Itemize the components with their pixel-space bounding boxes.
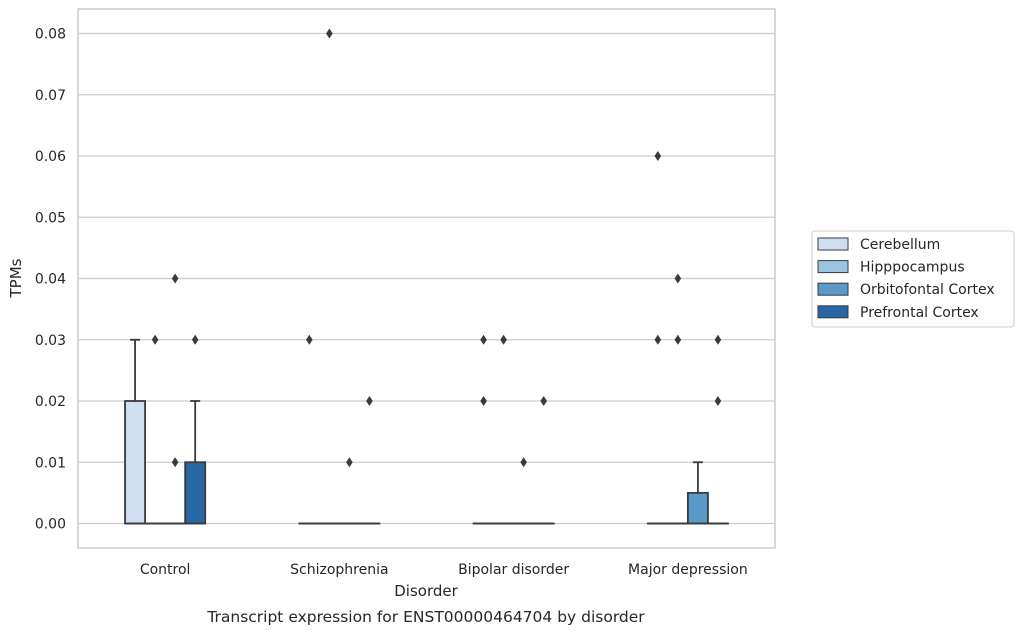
- outlier-point: [306, 334, 313, 345]
- x-axis-ticks: Control Schizophrenia Bipolar disorder Majo…: [140, 562, 748, 578]
- y-tick-label: 0.01: [35, 455, 66, 471]
- outlier-point: [540, 396, 547, 406]
- box-group: [338, 457, 361, 525]
- outlier-point: [151, 334, 159, 345]
- grid-lines: [78, 32, 775, 525]
- outlier-point: [520, 457, 527, 468]
- outlier-point: [366, 396, 373, 406]
- x-tick-label: Schizophrenia: [290, 562, 388, 578]
- x-tick-label: Major depression: [628, 562, 748, 578]
- outlier-point: [171, 273, 179, 284]
- y-tick-label: 0.03: [35, 333, 66, 349]
- box-group: [184, 334, 207, 525]
- outlier-point: [326, 28, 333, 39]
- x-tick-label: Control: [140, 562, 191, 578]
- box-group: [492, 334, 515, 525]
- legend-swatch: [817, 305, 849, 319]
- outlier-point: [480, 334, 487, 345]
- legend-swatch: [817, 237, 849, 251]
- box-group: [318, 28, 341, 525]
- box: [124, 400, 146, 525]
- outlier-point: [171, 457, 179, 468]
- outlier-point: [674, 334, 682, 345]
- box-group: [124, 338, 146, 525]
- outlier-point: [674, 273, 682, 284]
- box: [686, 491, 709, 525]
- outlier-point: [191, 334, 199, 345]
- box-group: [298, 334, 321, 525]
- y-tick-label: 0.07: [35, 88, 66, 104]
- outlier-point: [346, 457, 353, 468]
- y-tick-label: 0.05: [35, 210, 66, 226]
- box-group: [686, 461, 709, 525]
- y-tick-label: 0.08: [35, 27, 66, 43]
- legend-label: Hipppocampus: [860, 260, 965, 276]
- y-axis-label: TPMs: [7, 258, 25, 298]
- y-axis-ticks: 0.00 0.01 0.02 0.03 0.04 0.05 0.06 0.07 0.08: [35, 27, 66, 533]
- y-tick-label: 0.02: [35, 394, 66, 410]
- y-tick-label: 0.06: [35, 149, 66, 165]
- box-series: [124, 28, 729, 525]
- legend-label: Prefrontal Cortex: [860, 305, 979, 321]
- outlier-point: [654, 151, 662, 161]
- box-group: [646, 151, 669, 525]
- box-group: [358, 396, 381, 525]
- outlier-point: [714, 396, 722, 406]
- x-tick-label: Bipolar disorder: [458, 562, 569, 578]
- outlier-point: [654, 334, 662, 345]
- box-group: [472, 334, 495, 525]
- legend-swatch: [817, 282, 849, 296]
- legend-swatch: [817, 260, 849, 274]
- legend: Cerebellum Hipppocampus Orbitofontal Corte…: [811, 230, 1015, 328]
- box-group: [512, 457, 535, 525]
- box-group: [532, 396, 555, 525]
- outlier-point: [714, 334, 722, 345]
- chart-caption: Transcript expression for ENST0000046470…: [206, 608, 645, 626]
- y-tick-label: 0.00: [35, 517, 66, 533]
- legend-label: Cerebellum: [860, 237, 940, 253]
- box: [184, 461, 207, 525]
- outlier-point: [500, 334, 507, 345]
- legend-label: Orbitofontal Cortex: [860, 282, 995, 298]
- y-tick-label: 0.04: [35, 272, 66, 288]
- outlier-point: [480, 396, 487, 406]
- plot-frame: [77, 8, 776, 549]
- legend-frame: [811, 230, 1015, 328]
- box-group: [164, 273, 187, 525]
- box-group: [666, 273, 689, 525]
- box-group: [144, 334, 167, 525]
- x-axis-label: Disorder: [394, 582, 458, 600]
- box-group: [707, 334, 729, 525]
